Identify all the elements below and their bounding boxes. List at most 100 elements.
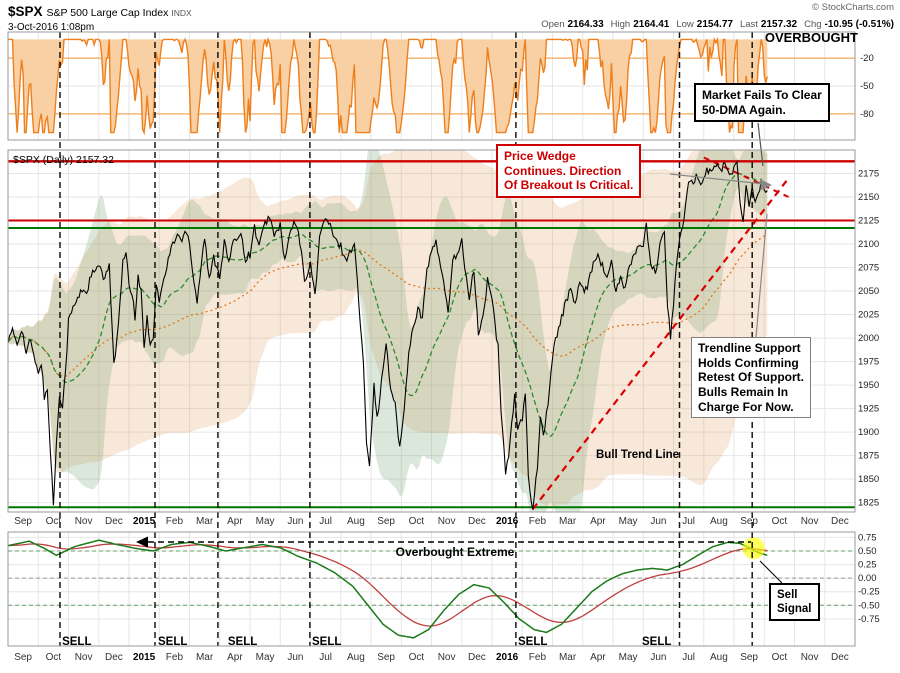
month-label: Dec bbox=[468, 516, 486, 527]
month-label: Sep bbox=[377, 652, 395, 663]
ytick-label: 1950 bbox=[858, 380, 879, 391]
bull-trend-line bbox=[531, 177, 790, 510]
month-label: Oct bbox=[409, 652, 425, 663]
sell-label: SELL bbox=[158, 636, 187, 648]
month-label: Apr bbox=[227, 652, 243, 663]
ma-200-line bbox=[8, 233, 768, 378]
ytick-label: 1850 bbox=[858, 474, 879, 485]
chg-value: -10.95 (-0.51%) bbox=[824, 19, 894, 30]
right-arrow-icon bbox=[760, 179, 772, 190]
month-label: Oct bbox=[46, 516, 62, 527]
month-label: 2015 bbox=[133, 516, 156, 527]
month-label: May bbox=[619, 516, 638, 527]
wr-line bbox=[8, 36, 768, 136]
month-label: Dec bbox=[105, 516, 123, 527]
ytick-label: 1875 bbox=[858, 451, 879, 462]
month-label: 2016 bbox=[496, 516, 519, 527]
connector-trendline-support bbox=[755, 213, 768, 338]
month-label: Jun bbox=[650, 516, 666, 527]
month-label: Aug bbox=[347, 516, 365, 527]
ytick-label: 2050 bbox=[858, 286, 879, 297]
copyright: © StockCharts.com bbox=[812, 2, 894, 13]
overbought-label: OVERBOUGHT bbox=[765, 30, 858, 45]
last-label: Last bbox=[739, 19, 758, 30]
month-label: Apr bbox=[590, 652, 606, 663]
month-label: Feb bbox=[166, 516, 184, 527]
month-label: Nov bbox=[75, 652, 93, 663]
month-label: Mar bbox=[196, 516, 214, 527]
month-label: Nov bbox=[438, 516, 456, 527]
ytick-label: -0.50 bbox=[858, 600, 880, 611]
month-label: Sep bbox=[740, 516, 758, 527]
month-label: May bbox=[256, 516, 275, 527]
ytick-label: 2075 bbox=[858, 263, 879, 274]
sell-label: SELL bbox=[312, 636, 341, 648]
sell-label: SELL bbox=[228, 636, 257, 648]
month-label: 2015 bbox=[133, 652, 156, 663]
index-name: S&P 500 Large Cap Index bbox=[46, 7, 169, 19]
sell-label: SELL bbox=[642, 636, 671, 648]
panel-border bbox=[7, 31, 856, 141]
quote-block: © StockCharts.com Open 2164.33 High 2164.41… bbox=[534, 2, 894, 32]
price-line bbox=[8, 160, 768, 510]
sell-signal-circle bbox=[742, 537, 765, 560]
month-label: May bbox=[256, 652, 275, 663]
ma-50-line bbox=[8, 172, 768, 438]
month-label: Mar bbox=[196, 652, 214, 663]
month-label: Oct bbox=[772, 516, 788, 527]
osc-red-line bbox=[8, 543, 768, 627]
month-label: Mar bbox=[559, 652, 577, 663]
panel-border bbox=[7, 149, 856, 513]
timestamp: 3-Oct-2016 1:08pm bbox=[8, 22, 95, 33]
sell-label: SELL bbox=[62, 636, 91, 648]
month-label: Sep bbox=[14, 516, 32, 527]
bull-trend-line-label: Bull Trend Line bbox=[596, 449, 679, 461]
month-label: Feb bbox=[166, 652, 184, 663]
ytick-label: 0.00 bbox=[858, 573, 877, 584]
ytick-label: 1925 bbox=[858, 404, 879, 415]
ytick-label: 2025 bbox=[858, 310, 879, 321]
month-label: Nov bbox=[75, 516, 93, 527]
open-value: 2164.33 bbox=[567, 19, 604, 30]
month-label: Aug bbox=[710, 516, 728, 527]
ytick-label: -0.25 bbox=[858, 587, 880, 598]
ytick-label: 2175 bbox=[858, 169, 879, 180]
ytick-label: 2150 bbox=[858, 192, 879, 203]
last-value: 2157.32 bbox=[760, 19, 798, 30]
month-label: Jun bbox=[287, 652, 303, 663]
ytick-label: -50 bbox=[860, 81, 874, 92]
ytick-label: 2000 bbox=[858, 333, 879, 344]
month-label: 2016 bbox=[496, 652, 519, 663]
chg-label: Chg bbox=[804, 19, 822, 30]
overbought-extreme-label: Overbought Extreme bbox=[396, 545, 515, 559]
month-label: Feb bbox=[529, 652, 547, 663]
month-label: Feb bbox=[529, 516, 547, 527]
ytick-label: 0.25 bbox=[858, 560, 877, 571]
month-label: Dec bbox=[831, 652, 849, 663]
month-label: Jul bbox=[682, 516, 695, 527]
ytick-label: 2125 bbox=[858, 216, 879, 227]
month-label: Dec bbox=[831, 516, 849, 527]
ytick-label: -20 bbox=[860, 53, 874, 64]
low-value: 2154.77 bbox=[696, 19, 733, 30]
high-value: 2164.41 bbox=[633, 19, 670, 30]
panel-border bbox=[7, 531, 856, 647]
month-label: Apr bbox=[590, 516, 606, 527]
high-label: High bbox=[610, 19, 631, 30]
left-arrow-icon bbox=[136, 536, 148, 548]
ohlc-quote: Open 2164.33 High 2164.41 Low 2154.77 Last 2157… bbox=[534, 14, 894, 32]
ytick-label: -80 bbox=[860, 109, 874, 120]
month-label: Nov bbox=[801, 652, 819, 663]
month-label: Nov bbox=[438, 652, 456, 663]
low-label: Low bbox=[676, 19, 694, 30]
ytick-label: 2100 bbox=[858, 239, 879, 250]
ytick-label: 1825 bbox=[858, 498, 879, 509]
month-label: Oct bbox=[409, 516, 425, 527]
ytick-label: 0.75 bbox=[858, 532, 877, 543]
month-label: Sep bbox=[377, 516, 395, 527]
month-label: Aug bbox=[710, 652, 728, 663]
month-label: Jun bbox=[287, 516, 303, 527]
open-label: Open bbox=[541, 19, 565, 30]
